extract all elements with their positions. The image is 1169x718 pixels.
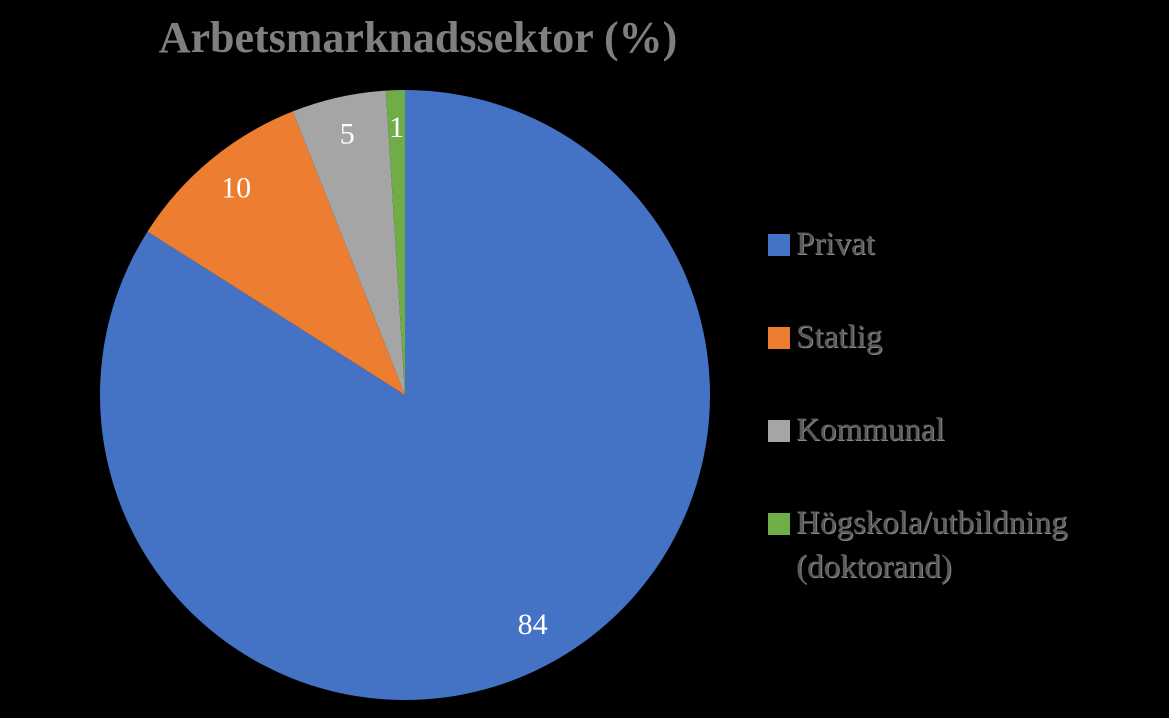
legend-label: Högskola/utbildning (doktorand): [796, 505, 1068, 585]
data-label: 10: [221, 172, 251, 205]
legend: Privat Statlig Kommunal Högskola/utbildning…: [768, 222, 1128, 594]
data-label: 1: [389, 111, 404, 144]
legend-label: Privat: [796, 226, 875, 262]
legend-label: Kommunal: [796, 412, 945, 448]
pie-slice: [147, 111, 405, 395]
legend-swatch: [768, 234, 790, 256]
data-label: 84: [518, 608, 548, 641]
data-label: 5: [340, 117, 355, 150]
legend-item: Kommunal: [768, 408, 1128, 501]
legend-item: Högskola/utbildning (doktorand): [768, 501, 1128, 594]
legend-item: Privat: [768, 222, 1128, 315]
legend-swatch: [768, 513, 790, 535]
pie-slice: [385, 90, 405, 395]
pie-slice: [292, 90, 405, 396]
legend-swatch: [768, 327, 790, 349]
chart-title: Arbetsmarknadssektor (%): [159, 13, 678, 62]
legend-item: Statlig: [768, 315, 1128, 408]
legend-swatch: [768, 420, 790, 442]
legend-label: Statlig: [796, 319, 883, 355]
